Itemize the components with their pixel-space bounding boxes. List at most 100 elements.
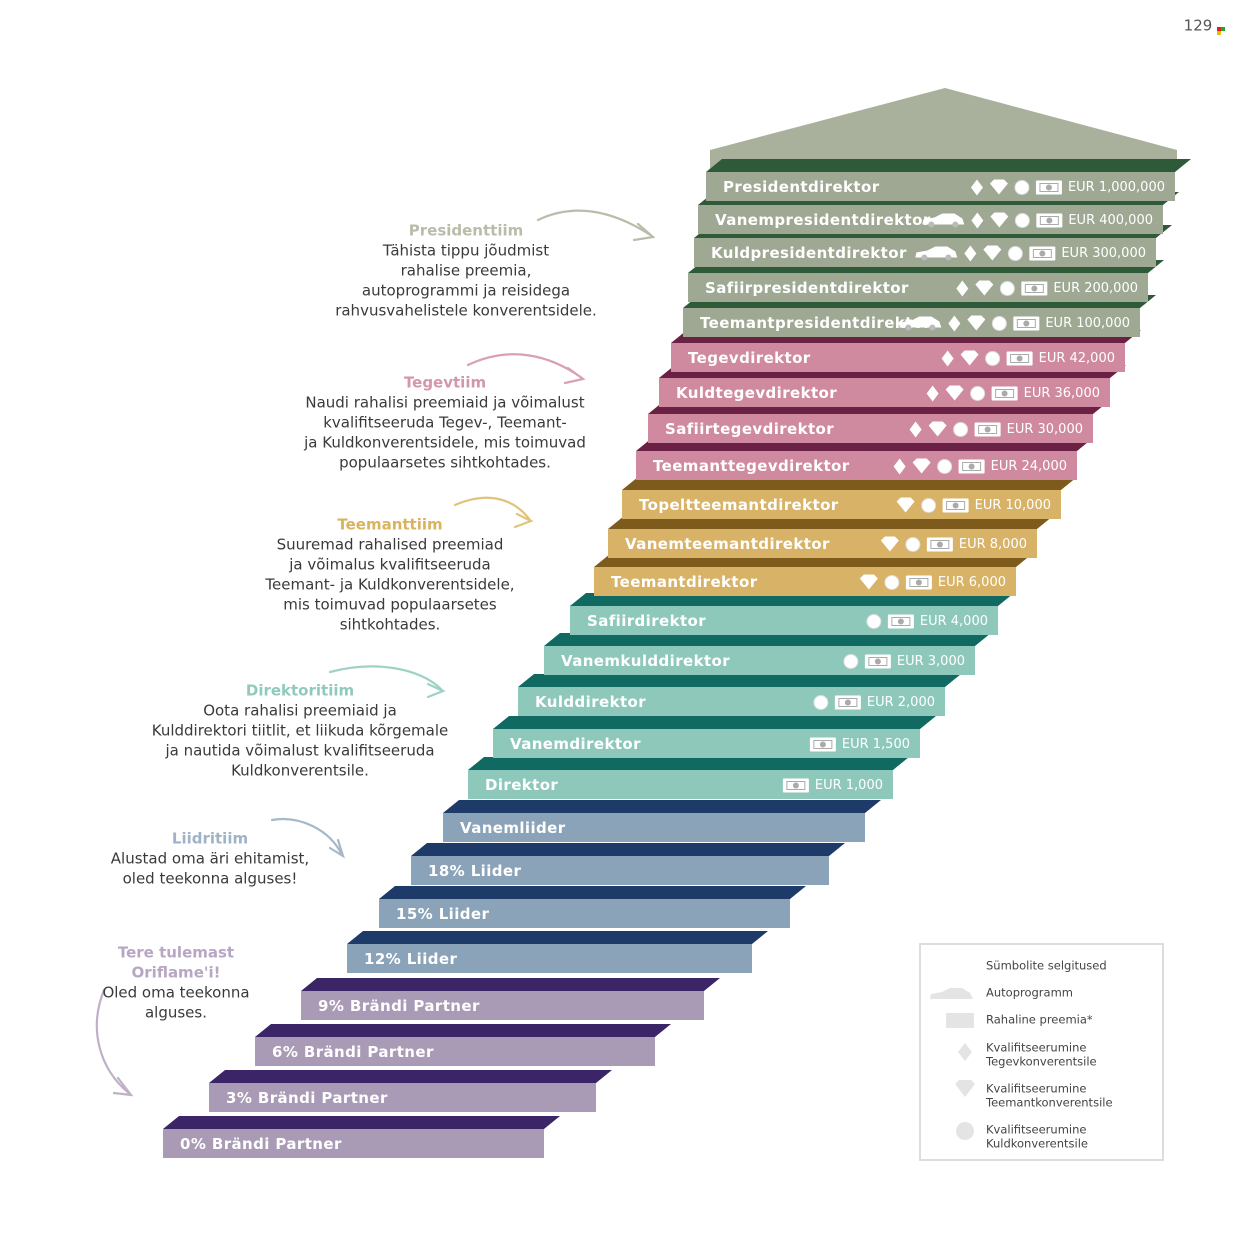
icon-circle: [991, 316, 1007, 331]
legend-text: Rahaline preemia*: [986, 1013, 1093, 1027]
team-title: Tere tulemast: [118, 944, 234, 962]
icon-money: [1010, 354, 1030, 363]
step: [209, 1083, 596, 1112]
reward: EUR 24,000: [991, 459, 1067, 474]
icon-car: [952, 221, 959, 228]
icon-money: [1024, 284, 1044, 293]
step: [636, 451, 1077, 480]
arrows: [95, 209, 656, 1097]
team-text: alguses.: [145, 1004, 207, 1022]
step-label: Tegevdirektor: [688, 349, 811, 367]
team-text: Alustad oma äri ehitamist,: [111, 850, 309, 868]
legend-icon-gem: [955, 1080, 975, 1097]
icon-money: [1032, 249, 1052, 258]
icon-circle: [1014, 180, 1030, 195]
icon-money: [1039, 216, 1059, 225]
step-label: Vanemdirektor: [510, 735, 641, 753]
icon-money: [978, 425, 998, 434]
reward: EUR 30,000: [1007, 422, 1083, 437]
icon-circle: [866, 614, 882, 629]
icon-money: [1016, 319, 1036, 328]
step-tread: [255, 1024, 671, 1037]
reward: EUR 1,000: [815, 778, 883, 793]
icon-money: [813, 740, 833, 749]
logo: [1217, 27, 1221, 31]
roof: [710, 88, 1177, 170]
icon-money: [984, 426, 991, 433]
reward: EUR 10,000: [975, 498, 1051, 513]
icon-money: [962, 462, 982, 471]
step: [301, 991, 704, 1020]
step-tread: [518, 674, 961, 687]
icon-circle: [843, 654, 859, 669]
legend-text: Kvalifitseerumine: [986, 1041, 1086, 1055]
icon-car: [921, 254, 928, 261]
icon-car: [922, 213, 965, 225]
legend-text: Tegevkonverentsile: [985, 1055, 1097, 1069]
step: [255, 1037, 655, 1066]
team-text: Naudi rahalisi preemiaid ja võimalust: [305, 394, 584, 412]
team-text: autoprogrammi ja reisidega: [362, 282, 570, 300]
icon-gem: [975, 280, 994, 296]
icon-gem: [989, 179, 1008, 195]
step-tread: [347, 931, 768, 944]
icon-gem: [859, 574, 878, 590]
team-text: Tähista tippu jõudmist: [382, 242, 549, 260]
team-text: ja võimalus kvalifitseeruda: [288, 556, 491, 574]
step-label: Kuldtegevdirektor: [676, 384, 837, 402]
icon-gem: [896, 497, 915, 513]
icon-money: [936, 541, 943, 548]
legend-text: Kuldkonverentsile: [986, 1137, 1088, 1151]
icon-money: [786, 781, 806, 790]
step-label: Vanemteemantdirektor: [625, 535, 830, 553]
icon-money: [915, 579, 922, 586]
icon-diamond: [893, 458, 906, 475]
icon-money: [952, 502, 959, 509]
legend-icon-car: [930, 988, 973, 999]
icon-diamond: [941, 350, 954, 367]
icon-diamond: [948, 315, 961, 332]
step: [518, 687, 945, 716]
step-tread: [209, 1070, 612, 1083]
reward: EUR 300,000: [1061, 246, 1146, 261]
step-tread: [468, 757, 909, 770]
reward: EUR 1,500: [842, 737, 910, 752]
icon-circle: [905, 537, 921, 552]
legend-text: Kvalifitseerumine: [986, 1082, 1086, 1096]
step-label: Safiirpresidentdirektor: [705, 279, 909, 297]
icon-circle: [884, 575, 900, 590]
team-text: Oota rahalisi preemiaid ja: [203, 702, 397, 720]
icon-circle: [1007, 246, 1023, 261]
icon-car: [928, 221, 935, 228]
icon-car: [899, 316, 942, 328]
team-text: kvalifitseeruda Tegev-, Teemant-: [323, 414, 567, 432]
team-text: ja Kuldkonverentsidele, mis toimuvad: [303, 434, 586, 452]
step: [163, 1129, 544, 1158]
icon-gem: [928, 421, 947, 437]
logo: [1217, 31, 1221, 35]
icon-gem: [990, 212, 1009, 228]
step-label: Vanempresidentdirektor: [715, 211, 931, 229]
step-tread: [301, 978, 720, 991]
team-title: Oriflame'i!: [132, 964, 221, 982]
icon-money: [968, 463, 975, 470]
icon-money: [897, 618, 904, 625]
icon-money: [874, 658, 881, 665]
step-label: 3% Brändi Partner: [226, 1089, 388, 1107]
icon-circle: [813, 695, 829, 710]
step: [688, 273, 1148, 302]
legend-icon-money: [946, 1013, 974, 1028]
step-label: 6% Brändi Partner: [272, 1043, 434, 1061]
reward: EUR 1,000,000: [1068, 180, 1165, 195]
team-text: ja nautida võimalust kvalifitseeruda: [164, 742, 434, 760]
step: [671, 343, 1125, 372]
step-tread: [163, 1116, 560, 1129]
legend-text: Kvalifitseerumine: [986, 1123, 1086, 1137]
step-tread: [443, 800, 881, 813]
step: [594, 567, 1016, 596]
step-tread: [608, 516, 1053, 529]
step-tread: [622, 477, 1077, 490]
step: [622, 490, 1061, 519]
logo: [1221, 27, 1225, 31]
